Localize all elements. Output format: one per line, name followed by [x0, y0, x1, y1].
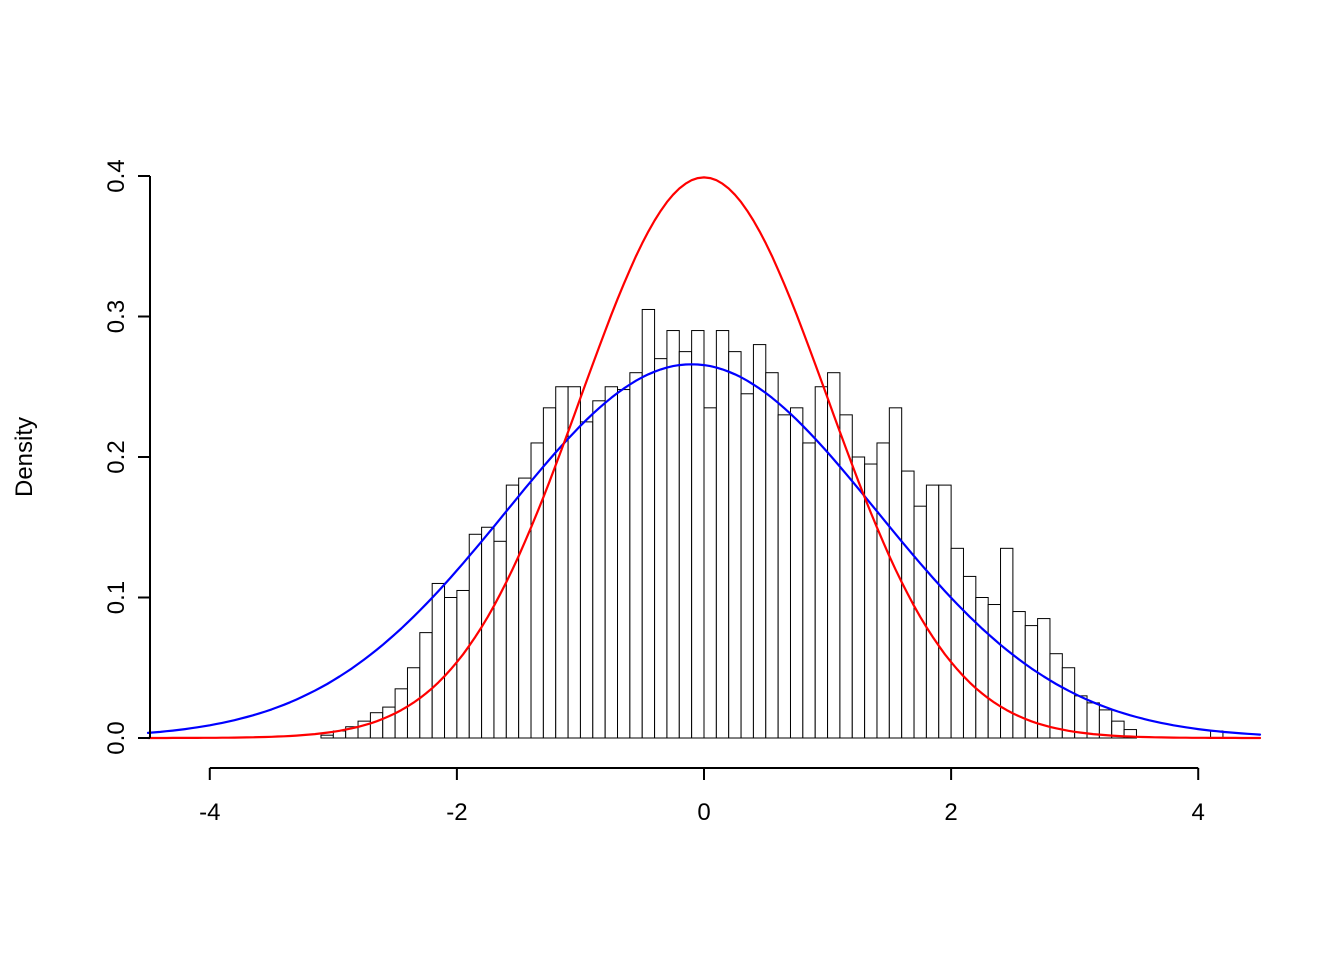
histogram-bar	[1049, 653, 1063, 739]
axes-group: 0.0 0.1 0.2 0.3 0.4 -4 -2 0 2 4	[103, 159, 1205, 826]
y-axis-tick-label: 0.3	[103, 300, 130, 333]
y-axis-tick-label: 0.0	[103, 721, 130, 754]
histogram-bar	[691, 330, 705, 739]
density-curves-group	[146, 176, 1262, 740]
x-axis-tick-label: -4	[199, 799, 220, 826]
y-axis-title: Density	[11, 417, 38, 497]
histogram-bar	[876, 442, 890, 739]
histogram-bar	[518, 477, 532, 739]
histogram-bar	[604, 386, 619, 739]
histogram-bar	[320, 734, 334, 739]
histogram-bar	[962, 575, 977, 739]
histogram-bar	[592, 400, 606, 739]
histogram-bar	[1061, 667, 1076, 739]
histogram-bar	[431, 582, 446, 739]
histogram-bar	[530, 442, 544, 739]
x-axis-tick-label: -2	[446, 799, 467, 826]
x-axis-tick-label: 0	[697, 799, 710, 826]
histogram-bar	[975, 597, 989, 739]
histogram-bar	[629, 372, 643, 739]
x-axis-tick-label: 2	[944, 799, 957, 826]
x-axis-tick-label: 4	[1192, 799, 1205, 826]
histogram-bar	[740, 393, 754, 739]
histogram-bar	[542, 407, 557, 739]
histogram-bar	[505, 484, 520, 739]
histogram-bar	[703, 407, 717, 739]
histogram-bar	[678, 351, 693, 739]
histogram-bar	[728, 351, 742, 739]
histogram-bar	[493, 540, 507, 739]
standard-normal-curve	[146, 176, 1262, 740]
histogram-bar	[382, 706, 396, 739]
histogram-bar	[925, 484, 940, 739]
histogram-bar	[369, 712, 384, 739]
histogram-bar	[839, 414, 853, 739]
y-axis-tick-label: 0.1	[103, 581, 130, 614]
histogram-bar	[888, 407, 903, 739]
histogram-bar	[666, 330, 680, 739]
sample-density-curve	[146, 363, 1262, 736]
histogram-bar	[715, 330, 730, 739]
histogram-bar	[654, 358, 668, 739]
histogram-bar	[617, 389, 631, 739]
histogram-bar	[419, 632, 433, 739]
histogram-bar	[456, 589, 470, 739]
histogram-bar	[950, 547, 964, 739]
histogram-bar	[752, 344, 767, 739]
histogram-bar	[789, 407, 804, 739]
y-axis-tick-label: 0.4	[103, 159, 130, 192]
histogram-bar	[765, 372, 779, 739]
histogram-bar	[567, 386, 581, 739]
histogram-bar	[777, 414, 791, 739]
histogram-bar	[481, 526, 495, 739]
histogram-bar	[851, 456, 866, 739]
histogram-bar	[802, 442, 816, 739]
histogram-bars-group	[320, 308, 1224, 739]
histogram-bar	[987, 604, 1002, 739]
histogram-bar	[938, 484, 952, 739]
histogram-bar	[1123, 729, 1137, 739]
histogram-bar	[579, 421, 594, 739]
y-axis-tick-label: 0.2	[103, 440, 130, 473]
